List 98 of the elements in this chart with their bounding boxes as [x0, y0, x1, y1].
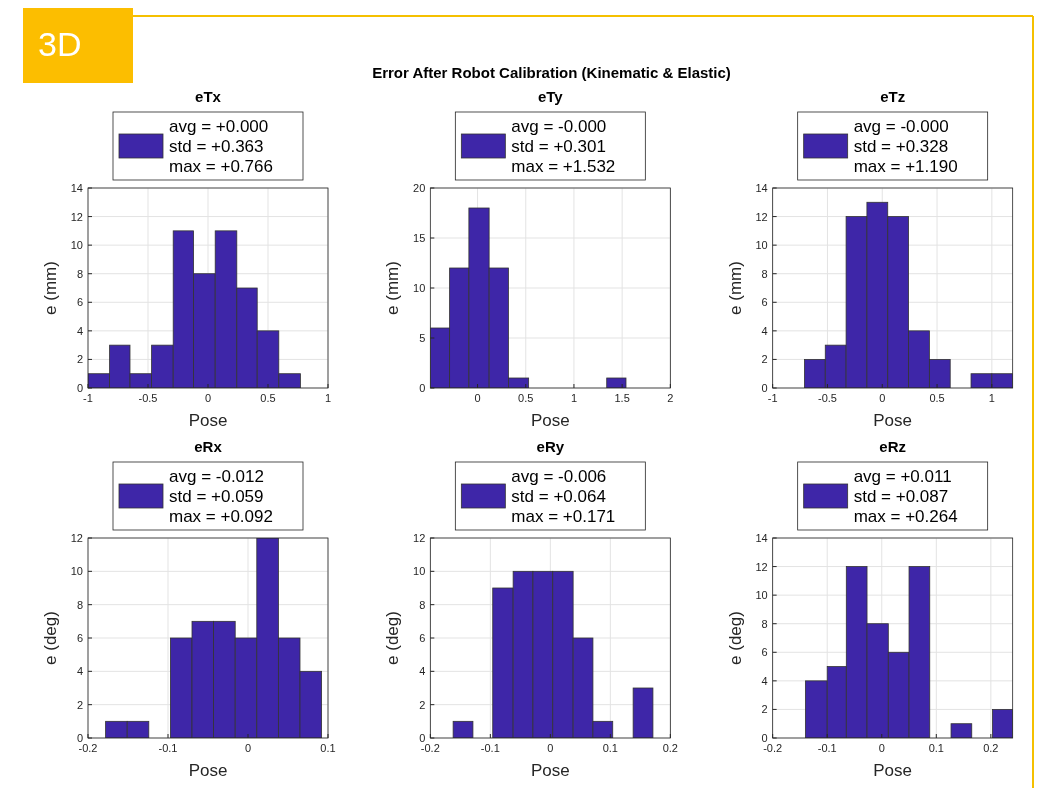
y-tick-label: 0: [761, 732, 768, 744]
chart-title: eTy: [537, 88, 564, 105]
y-tick-label: 15: [413, 232, 426, 244]
x-tick-label: 2: [667, 392, 674, 404]
x-axis-title: Pose: [530, 411, 570, 430]
y-tick-label: 0: [419, 382, 426, 394]
x-tick-label: 1.5: [614, 392, 630, 404]
y-tick-label: 8: [76, 267, 83, 280]
x-tick-label: 0: [878, 742, 885, 754]
x-tick-label: 0.1: [928, 742, 944, 754]
chart-title: eTz: [880, 88, 906, 105]
x-tick-label: 1: [570, 392, 578, 404]
y-tick-label: 0: [76, 382, 83, 394]
x-tick-label: -0.2: [763, 742, 783, 754]
y-tick-label: 10: [413, 282, 426, 294]
y-tick-label: 14: [755, 182, 768, 194]
y-tick-label: 4: [761, 674, 768, 687]
y-tick-label: 2: [761, 353, 768, 366]
y-tick-label: 6: [761, 296, 768, 309]
y-axis-title: e (mm): [725, 261, 745, 315]
y-tick-label: 8: [419, 598, 426, 611]
x-tick-label: -0.5: [138, 392, 158, 404]
x-tick-label: 0.5: [929, 392, 945, 404]
x-tick-label: -0.2: [78, 742, 98, 754]
text: 3D: [38, 25, 82, 63]
legend-label: avg = +0.011 std = +0.087 max = +0.264: [853, 467, 958, 526]
y-axis-title: e (mm): [41, 261, 60, 315]
x-tick-label: 0: [244, 742, 252, 754]
x-tick-label: -0.5: [817, 392, 837, 404]
y-axis-title: e (deg): [41, 611, 60, 665]
x-tick-label: 0.5: [260, 392, 276, 404]
x-tick-label: -1: [83, 392, 93, 404]
y-tick-label: 6: [76, 296, 83, 309]
chart-title: eRx: [194, 438, 223, 455]
x-tick-label: -0.1: [817, 742, 837, 754]
y-tick-label: 2: [419, 698, 426, 711]
y-tick-label: 10: [413, 565, 426, 578]
x-tick-label: 0: [547, 742, 554, 754]
y-tick-label: 6: [76, 632, 83, 644]
y-tick-label: 2: [76, 353, 83, 366]
chart-title: eRz: [879, 438, 907, 455]
legend-label: avg = +0.000 std = +0.363 max = +0.766: [169, 117, 273, 176]
y-tick-label: 12: [70, 210, 83, 223]
y-tick-label: 10: [755, 239, 768, 252]
y-tick-label: 8: [761, 617, 768, 630]
x-tick-label: -1: [767, 392, 778, 404]
x-axis-title: Pose: [188, 761, 228, 780]
legend-label: avg = -0.000 std = +0.301 max = +1.532: [511, 117, 616, 176]
y-axis-title: e (deg): [725, 611, 745, 665]
y-tick-label: 4: [76, 324, 83, 337]
x-tick-label: -0.1: [480, 742, 500, 754]
x-tick-label: 0.1: [602, 742, 618, 754]
y-tick-label: 12: [755, 560, 768, 573]
y-tick-label: 8: [761, 267, 768, 280]
y-tick-label: 20: [413, 182, 426, 194]
y-tick-label: 5: [419, 332, 426, 344]
chart-title: eTx: [195, 88, 222, 105]
x-tick-label: 1: [324, 392, 332, 404]
legend-label: avg = -0.012 std = +0.059 max = +0.092: [169, 467, 273, 526]
y-tick-label: 0: [419, 732, 426, 744]
x-tick-label: 0.5: [518, 392, 534, 404]
y-tick-label: 10: [70, 565, 83, 578]
x-axis-title: Pose: [873, 761, 913, 780]
y-tick-label: 4: [761, 324, 768, 337]
y-tick-label: 2: [76, 698, 83, 711]
y-tick-label: 14: [755, 532, 768, 544]
x-tick-label: -0.1: [158, 742, 178, 754]
y-tick-label: 12: [413, 532, 426, 544]
x-axis-title: Pose: [188, 411, 228, 430]
y-tick-label: 10: [70, 239, 83, 252]
x-tick-label: 0.2: [662, 742, 678, 754]
x-axis-title: Pose: [873, 411, 913, 430]
x-tick-label: 0: [879, 392, 886, 404]
x-tick-label: 0: [474, 392, 481, 404]
y-tick-label: 4: [76, 665, 83, 678]
y-tick-label: 0: [76, 732, 83, 744]
x-tick-label: -0.2: [420, 742, 440, 754]
x-tick-label: 0.1: [320, 742, 336, 754]
legend-label: avg = -0.000 std = +0.328 max = +1.190: [853, 117, 958, 176]
y-axis-title: e (deg): [383, 611, 403, 665]
legend-label: avg = -0.006 std = +0.064 max = +0.171: [511, 467, 616, 526]
y-axis-title: e (mm): [383, 261, 403, 315]
y-tick-label: 10: [755, 589, 768, 602]
text: Error After Robot Calibration (Kinematic & Elastic): [372, 64, 731, 81]
y-tick-label: 12: [755, 210, 768, 223]
x-tick-label: 0: [204, 392, 212, 404]
x-tick-label: 0.2: [983, 742, 999, 754]
y-tick-label: 6: [761, 646, 768, 659]
y-tick-label: 8: [76, 598, 83, 611]
y-tick-label: 12: [70, 532, 83, 544]
y-tick-label: 14: [70, 182, 83, 194]
y-tick-label: 2: [761, 703, 768, 716]
y-tick-label: 0: [761, 382, 768, 394]
x-tick-label: 1: [988, 392, 995, 404]
y-tick-label: 4: [419, 665, 426, 678]
y-tick-label: 6: [419, 632, 426, 644]
x-axis-title: Pose: [530, 761, 570, 780]
chart-title: eRy: [536, 438, 565, 455]
